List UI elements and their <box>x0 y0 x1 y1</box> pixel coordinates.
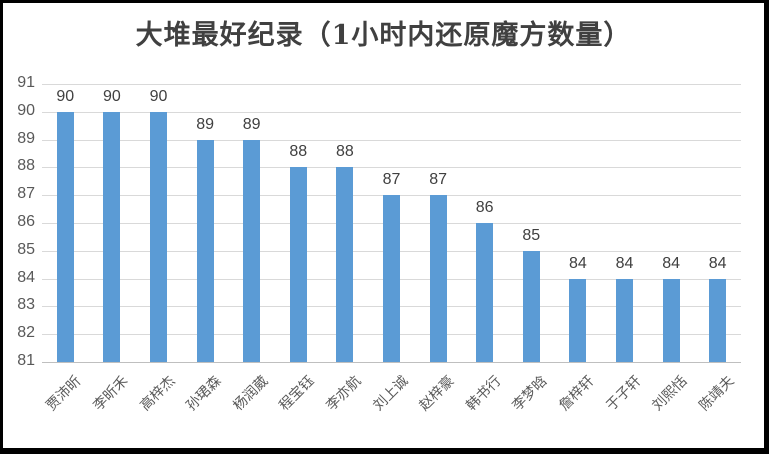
bar <box>336 167 354 362</box>
bar <box>522 250 540 362</box>
bar <box>616 278 633 362</box>
x-category-label: 于子轩 <box>602 373 644 415</box>
y-tick-label: 84 <box>17 268 35 286</box>
x-category-label: 陈靖夫 <box>696 373 738 415</box>
x-category-label: 程宝钰 <box>276 373 318 415</box>
bar <box>56 111 74 362</box>
bar-value-label: 86 <box>475 199 494 216</box>
bar-value-label: 84 <box>708 254 727 272</box>
x-category-label: 孙珺森 <box>183 373 225 415</box>
bar-value-label: 90 <box>149 87 168 105</box>
bar-value-label: 84 <box>568 254 587 272</box>
bar <box>150 111 167 362</box>
bar <box>383 195 400 362</box>
bar <box>103 111 121 362</box>
bar <box>476 223 494 362</box>
bar <box>289 167 307 362</box>
bar-value-label: 87 <box>382 171 401 189</box>
x-category-label: 杨润葳 <box>230 373 272 415</box>
bar-value-label: 84 <box>662 254 680 272</box>
bar <box>429 195 447 362</box>
bar-value-label: 90 <box>102 87 121 105</box>
x-category-label: 刘上诚 <box>369 373 411 415</box>
x-category-label: 赵梓豪 <box>416 373 458 415</box>
bar-value-label: 87 <box>429 171 447 189</box>
gridline <box>42 139 741 141</box>
x-category-label: 詹梓轩 <box>556 373 598 415</box>
bar-value-label: 88 <box>289 143 308 161</box>
x-category-label: 贾沛昕 <box>43 373 85 415</box>
x-category-label: 刘熙恬 <box>649 373 691 415</box>
bar <box>569 278 587 362</box>
y-tick-label: 82 <box>17 324 35 342</box>
gridline <box>42 84 741 85</box>
x-category-label: 高梓杰 <box>136 373 178 415</box>
y-tick-label: 83 <box>17 296 35 314</box>
y-tick-label: 89 <box>17 129 35 147</box>
y-tick-label: 88 <box>17 157 35 175</box>
x-category-label: 李亦航 <box>323 373 365 415</box>
bar <box>243 139 261 362</box>
gridline <box>42 362 741 363</box>
x-category-label: 李梦晗 <box>509 373 551 415</box>
y-tick-label: 90 <box>17 101 35 119</box>
bar-value-label: 90 <box>56 87 75 105</box>
bar-value-label: 89 <box>196 115 214 133</box>
bar-value-label: 85 <box>522 226 541 244</box>
x-category-label: 李昕禾 <box>90 373 132 415</box>
bar-value-label: 84 <box>615 254 634 272</box>
bar <box>662 278 680 362</box>
gridline <box>42 167 741 169</box>
bar <box>196 139 214 362</box>
bar <box>709 278 727 362</box>
bar-value-label: 88 <box>335 143 354 161</box>
gridline <box>42 111 741 113</box>
y-tick-label: 86 <box>17 213 35 230</box>
y-tick-label: 91 <box>17 74 35 91</box>
bar-value-label: 89 <box>242 115 261 133</box>
x-category-label: 韩书行 <box>463 373 505 415</box>
y-tick-label: 87 <box>17 185 35 203</box>
y-tick-label: 81 <box>17 352 35 369</box>
chart-title: 大堆最好纪录（1小时内还原魔方数量） <box>135 20 632 51</box>
y-tick-label: 85 <box>17 240 35 258</box>
